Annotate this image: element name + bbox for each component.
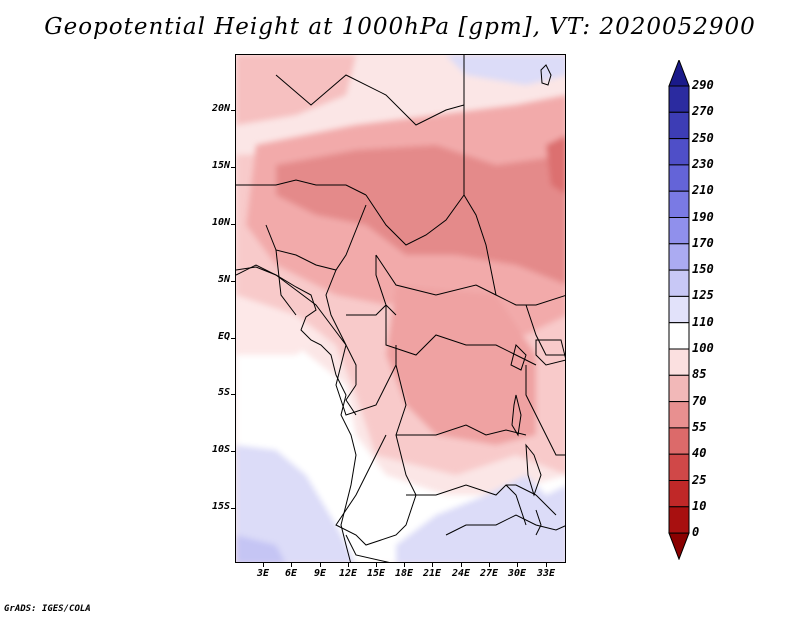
colorbar-bin bbox=[668, 138, 690, 166]
colorbar-bin bbox=[668, 427, 690, 455]
colorbar-bin bbox=[668, 295, 690, 324]
colorbar-label: 290 bbox=[692, 78, 714, 92]
lat-tick bbox=[231, 451, 235, 452]
colorbar-label: 70 bbox=[692, 393, 707, 408]
lon-label: 9E bbox=[313, 568, 327, 579]
lat-label: EQ bbox=[217, 331, 230, 342]
lon-label: 15E bbox=[366, 568, 386, 579]
colorbar-label: 25 bbox=[692, 472, 707, 487]
chart-title: Geopotential Height at 1000hPa [gpm], VT… bbox=[44, 14, 756, 40]
lon-tick bbox=[291, 563, 292, 567]
lat-label: 15N bbox=[211, 160, 230, 171]
map-panel[interactable] bbox=[235, 54, 566, 563]
height-field bbox=[236, 55, 565, 562]
lon-label: 6E bbox=[284, 568, 298, 579]
lon-label: 24E bbox=[451, 568, 471, 579]
lat-tick bbox=[231, 394, 235, 395]
colorbar-label: 0 bbox=[692, 525, 700, 540]
lat-label: 10S bbox=[211, 444, 230, 455]
lon-tick bbox=[546, 563, 547, 567]
lat-label: 20N bbox=[211, 103, 230, 114]
lon-tick bbox=[320, 563, 321, 567]
colorbar-bin bbox=[668, 348, 690, 376]
lat-tick bbox=[231, 167, 235, 168]
colorbar-label: 270 bbox=[692, 104, 714, 119]
lon-tick bbox=[404, 563, 405, 567]
colorbar-bin bbox=[668, 217, 690, 245]
lat-label: 5S bbox=[217, 387, 230, 398]
colorbar-bin bbox=[668, 269, 690, 297]
lon-label: 18E bbox=[394, 568, 414, 579]
colorbar-bin bbox=[668, 401, 690, 429]
colorbar-bin bbox=[668, 111, 690, 140]
lon-tick bbox=[263, 563, 264, 567]
lon-tick bbox=[461, 563, 462, 567]
lon-label: 30E bbox=[507, 568, 527, 579]
colorbar-label: 250 bbox=[692, 130, 714, 145]
colorbar-label: 210 bbox=[692, 183, 714, 198]
lon-label: 3E bbox=[256, 568, 270, 579]
colorbar-label: 55 bbox=[692, 419, 707, 434]
lat-tick bbox=[231, 338, 235, 339]
colorbar-label: 40 bbox=[692, 446, 707, 461]
lat-tick bbox=[231, 110, 235, 111]
colorbar-bin bbox=[668, 85, 690, 113]
colorbar-top-arrow bbox=[668, 60, 690, 87]
lon-tick bbox=[376, 563, 377, 567]
country-borders bbox=[236, 55, 565, 562]
lat-label: 15S bbox=[211, 501, 230, 512]
colorbar-label: 230 bbox=[692, 156, 714, 171]
lon-tick bbox=[517, 563, 518, 567]
colorbar-label: 170 bbox=[692, 235, 714, 250]
colorbar-bin bbox=[668, 453, 690, 482]
colorbar-bin bbox=[668, 506, 690, 534]
colorbar-bin bbox=[668, 322, 690, 350]
colorbar-label: 85 bbox=[692, 367, 707, 382]
lon-label: 21E bbox=[422, 568, 442, 579]
colorbar-bin bbox=[668, 480, 690, 508]
colorbar-bin bbox=[668, 190, 690, 218]
lat-tick bbox=[231, 281, 235, 282]
map-canvas bbox=[236, 55, 565, 562]
colorbar-label: 100 bbox=[692, 341, 714, 355]
grads-credit: GrADS: IGES/COLA bbox=[4, 604, 91, 614]
lat-label: 5N bbox=[217, 274, 230, 285]
colorbar-label: 10 bbox=[692, 498, 707, 513]
lon-label: 33E bbox=[536, 568, 556, 579]
lon-tick bbox=[348, 563, 349, 567]
lon-tick bbox=[489, 563, 490, 567]
lat-label: 10N bbox=[211, 217, 230, 228]
colorbar-bin bbox=[668, 164, 690, 192]
colorbar-bottom-arrow bbox=[668, 532, 690, 560]
colorbar-swatches bbox=[668, 60, 690, 560]
colorbar-bin bbox=[668, 374, 690, 403]
colorbar-label: 150 bbox=[692, 262, 714, 277]
lon-label: 12E bbox=[338, 568, 358, 579]
lon-label: 27E bbox=[479, 568, 499, 579]
colorbar-label: 110 bbox=[692, 314, 714, 329]
colorbar-label: 125 bbox=[692, 288, 714, 303]
colorbar-bin bbox=[668, 243, 690, 271]
lon-tick bbox=[432, 563, 433, 567]
lat-tick bbox=[231, 224, 235, 225]
colorbar-label: 190 bbox=[692, 209, 714, 224]
lat-tick bbox=[231, 508, 235, 509]
